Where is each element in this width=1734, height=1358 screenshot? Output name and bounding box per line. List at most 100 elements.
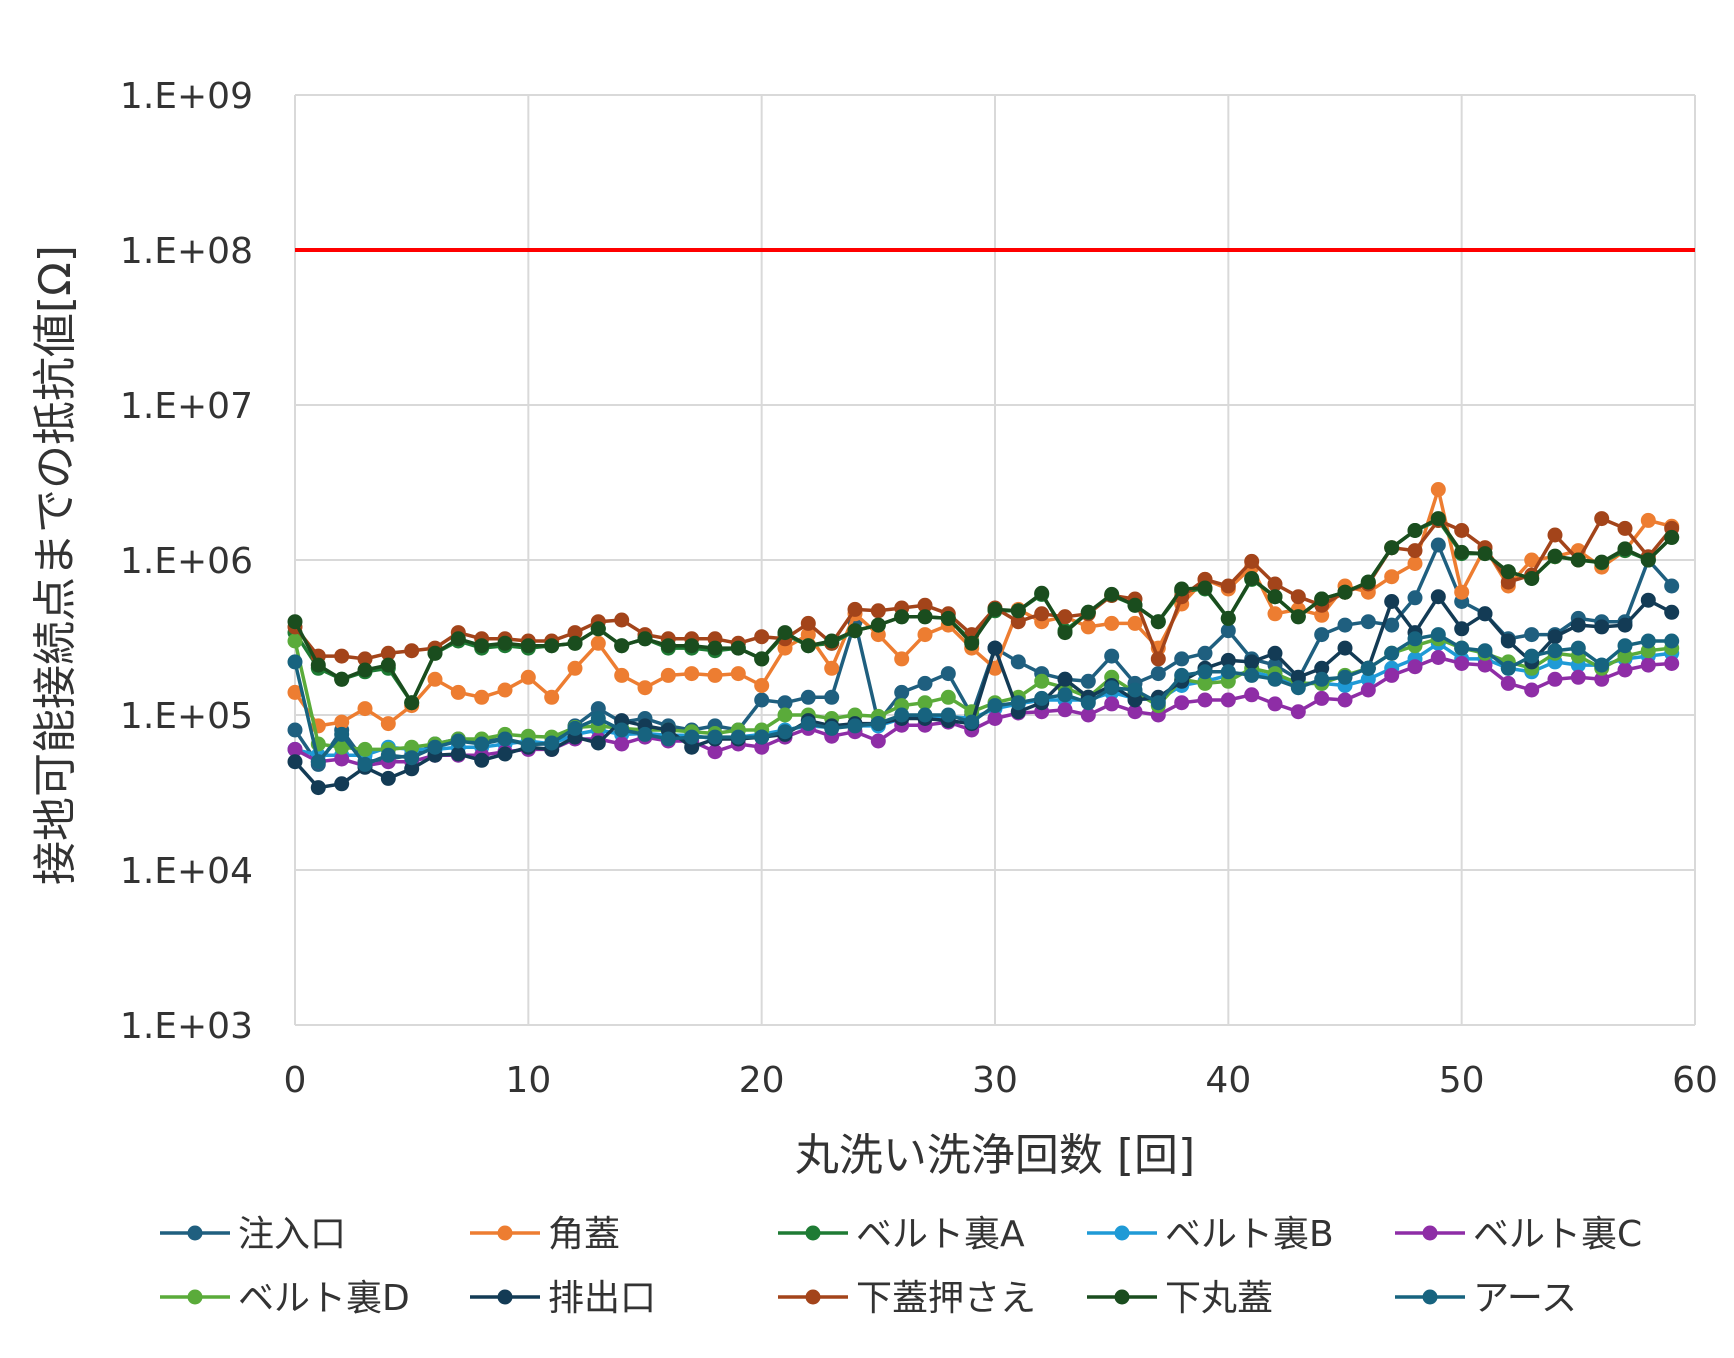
data-point xyxy=(754,651,770,667)
data-point xyxy=(1174,651,1190,667)
data-point xyxy=(450,733,466,749)
data-point xyxy=(287,722,303,738)
legend-label: ベルト裏C xyxy=(1473,1214,1642,1255)
data-point xyxy=(637,680,653,696)
data-point xyxy=(1640,552,1656,568)
data-point xyxy=(637,726,653,742)
data-point xyxy=(754,729,770,745)
data-point xyxy=(1594,619,1610,635)
data-point xyxy=(1430,627,1446,643)
data-point xyxy=(404,739,420,755)
data-point xyxy=(334,714,350,730)
data-point xyxy=(707,640,723,656)
data-point xyxy=(1104,586,1120,602)
data-point xyxy=(1500,574,1516,590)
data-point xyxy=(1384,594,1400,609)
data-point xyxy=(1080,604,1096,620)
data-point xyxy=(1267,576,1283,592)
series-10 xyxy=(287,627,1680,772)
data-point xyxy=(1594,554,1610,570)
legend-item: ベルト裏B xyxy=(1087,1214,1334,1255)
series-4 xyxy=(287,635,1680,763)
data-point xyxy=(474,638,490,654)
data-point xyxy=(1454,656,1470,671)
data-point xyxy=(870,733,886,749)
data-point xyxy=(1267,671,1283,687)
data-point xyxy=(894,707,910,723)
data-point xyxy=(404,761,420,777)
data-point xyxy=(1150,695,1166,711)
data-point xyxy=(940,689,956,705)
data-point xyxy=(824,689,840,705)
data-point xyxy=(1407,543,1423,559)
data-point xyxy=(1220,623,1236,639)
data-point xyxy=(964,714,980,730)
data-point xyxy=(1080,707,1096,723)
x-tick-label: 50 xyxy=(1439,1060,1485,1101)
data-point xyxy=(1244,571,1260,586)
data-point xyxy=(847,601,863,617)
legend-marker xyxy=(187,1225,203,1241)
data-point xyxy=(1314,591,1330,607)
data-point xyxy=(1314,627,1330,643)
data-point xyxy=(1454,640,1470,656)
legend-marker xyxy=(1422,1225,1438,1241)
data-point xyxy=(1174,581,1190,597)
data-point xyxy=(1290,704,1306,720)
data-point xyxy=(1547,643,1563,659)
data-point xyxy=(754,678,770,693)
data-point xyxy=(1057,671,1073,687)
data-point xyxy=(1314,660,1330,676)
data-point xyxy=(614,736,630,752)
y-tick-label: 1.E+05 xyxy=(120,696,253,737)
data-point xyxy=(1407,523,1423,538)
data-point xyxy=(1500,564,1516,580)
data-point xyxy=(1500,633,1516,649)
data-point xyxy=(474,689,490,705)
data-point xyxy=(1150,651,1166,667)
data-point xyxy=(287,754,303,770)
data-point xyxy=(1570,552,1586,568)
legend-marker xyxy=(497,1289,513,1305)
data-point xyxy=(1034,585,1050,601)
legend-marker xyxy=(1114,1289,1130,1305)
data-point xyxy=(1617,520,1633,536)
data-point xyxy=(1570,617,1586,633)
data-point xyxy=(1290,589,1306,605)
legend-item: 下蓋押さえ xyxy=(778,1278,1036,1319)
legend: 注入口 角蓋 ベルト裏A ベルト裏B ベルト裏C ベルト裏D 排出口 下蓋押さえ 下丸蓋 アース xyxy=(160,1214,1642,1319)
data-point xyxy=(1430,650,1446,665)
data-point xyxy=(917,707,933,723)
data-point xyxy=(1150,614,1166,630)
data-point xyxy=(567,720,583,736)
data-point xyxy=(1617,541,1633,557)
data-point xyxy=(590,621,606,637)
data-point xyxy=(1220,610,1236,626)
data-point xyxy=(334,751,350,767)
data-point xyxy=(1570,640,1586,656)
data-point xyxy=(1547,671,1563,687)
data-point xyxy=(1664,633,1680,649)
data-point xyxy=(357,651,373,667)
data-point xyxy=(287,633,303,649)
data-point xyxy=(777,625,793,641)
data-point xyxy=(520,669,536,685)
data-point xyxy=(1104,615,1120,631)
data-point xyxy=(1360,574,1376,590)
data-point xyxy=(917,597,933,613)
data-point xyxy=(1500,675,1516,691)
data-point xyxy=(1314,690,1330,706)
data-point xyxy=(334,671,350,687)
data-point xyxy=(520,737,536,753)
data-point xyxy=(1407,556,1423,571)
data-point xyxy=(427,739,443,755)
data-point xyxy=(1570,669,1586,685)
data-point xyxy=(660,731,676,747)
data-point xyxy=(1640,592,1656,608)
legend-item: ベルト裏D xyxy=(160,1278,410,1319)
data-point xyxy=(1430,589,1446,605)
data-point xyxy=(1384,667,1400,683)
data-point xyxy=(1430,537,1446,553)
data-point xyxy=(1290,680,1306,696)
data-point xyxy=(1174,667,1190,683)
